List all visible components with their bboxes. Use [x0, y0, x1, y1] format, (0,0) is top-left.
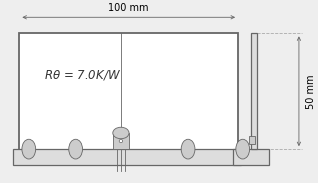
Ellipse shape — [113, 127, 129, 139]
Ellipse shape — [236, 139, 250, 159]
Ellipse shape — [22, 139, 36, 159]
Bar — [113, 133, 129, 149]
Ellipse shape — [119, 139, 123, 143]
Bar — [251, 33, 257, 149]
Bar — [233, 149, 269, 165]
Text: 100 mm: 100 mm — [108, 3, 149, 13]
Ellipse shape — [69, 139, 82, 159]
Bar — [249, 136, 255, 144]
Bar — [19, 33, 238, 150]
Ellipse shape — [181, 139, 195, 159]
Text: 50 mm: 50 mm — [306, 74, 316, 109]
Bar — [13, 149, 241, 165]
Text: $R\theta$ = 7.0K/W: $R\theta$ = 7.0K/W — [45, 68, 121, 82]
